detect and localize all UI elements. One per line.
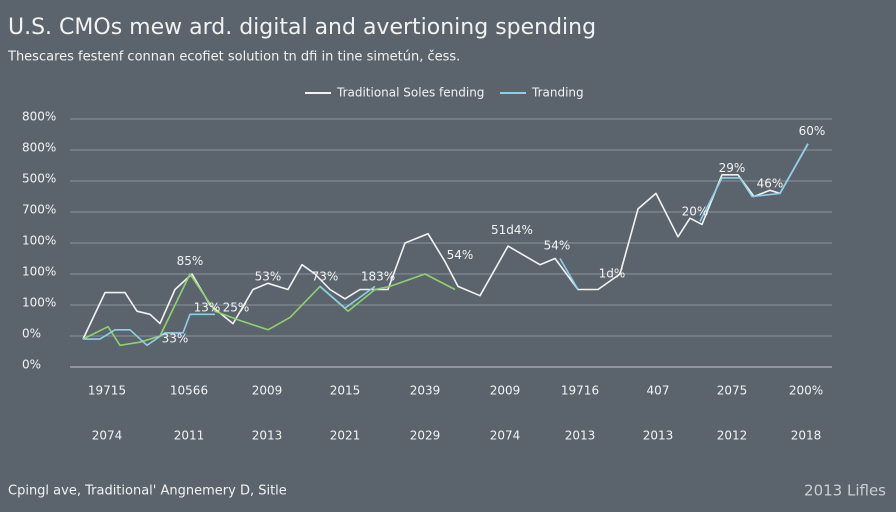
footer-right: 2013 Lifles xyxy=(804,482,886,500)
annotation: 13% xyxy=(194,301,221,315)
annotation: 53% xyxy=(255,270,282,284)
y-tick-label: 0% xyxy=(22,327,41,341)
x-tick-label: 19716 xyxy=(561,384,599,398)
y-tick-label: 100% xyxy=(22,265,56,279)
annotation: 20% xyxy=(682,205,709,219)
annotation: 1d% xyxy=(599,267,626,281)
y-tick-label: 700% xyxy=(22,203,56,217)
x-tick-label: 2075 xyxy=(717,384,748,398)
annotation: 29% xyxy=(719,161,746,175)
x-tick-label-secondary: 2021 xyxy=(330,429,361,443)
x-tick-label: 2039 xyxy=(410,384,441,398)
x-tick-label: 10566 xyxy=(170,384,208,398)
series-line xyxy=(82,273,456,347)
y-tick-label: 100% xyxy=(22,234,56,248)
annotation: 73% xyxy=(312,270,339,284)
series-line xyxy=(82,143,809,340)
annotation: 85% xyxy=(177,254,204,268)
y-tick-label: 800% xyxy=(22,110,56,124)
x-tick-label-secondary: 2011 xyxy=(174,429,205,443)
x-tick-label: 19715 xyxy=(88,384,126,398)
y-tick-label: 0% xyxy=(22,358,41,372)
annotation: 33% xyxy=(162,332,189,346)
x-tick-label-secondary: 2012 xyxy=(717,429,748,443)
annotation: 46% xyxy=(757,177,784,191)
annotation: 60% xyxy=(799,124,826,138)
x-tick-label-secondary: 2013 xyxy=(252,429,283,443)
legend-label: Tranding xyxy=(531,86,584,100)
x-tick-label-secondary: 2074 xyxy=(490,429,521,443)
y-tick-label: 100% xyxy=(22,296,56,310)
x-tick-label: 2009 xyxy=(490,384,521,398)
x-tick-label-secondary: 2013 xyxy=(565,429,596,443)
series-line xyxy=(83,143,809,347)
chart-subtitle: Thescares festenf connan ecofiet solutio… xyxy=(7,50,460,65)
x-tick-label-secondary: 2018 xyxy=(791,429,822,443)
legend-label: Traditional Soles fending xyxy=(336,86,484,100)
x-tick-label: 2015 xyxy=(330,384,361,398)
x-tick-label: 200% xyxy=(789,384,823,398)
annotation: 54% xyxy=(447,248,474,262)
annotation: 51d4% xyxy=(491,223,533,237)
annotation: 25% xyxy=(223,301,250,315)
chart-title: U.S. CMOs mew ard. digital and avertioni… xyxy=(8,15,596,40)
x-tick-label-secondary: 2013 xyxy=(643,429,674,443)
footer-left: Cpingl ave, Traditional' Angnemery D, Si… xyxy=(8,484,287,499)
x-tick-label-secondary: 2029 xyxy=(410,429,441,443)
annotation: 54% xyxy=(544,239,571,253)
y-tick-label: 500% xyxy=(22,172,56,186)
x-tick-label: 2009 xyxy=(252,384,283,398)
annotation: 183% xyxy=(361,270,395,284)
x-tick-label-secondary: 2074 xyxy=(92,429,123,443)
x-tick-label: 407 xyxy=(647,384,670,398)
y-tick-label: 800% xyxy=(22,141,56,155)
